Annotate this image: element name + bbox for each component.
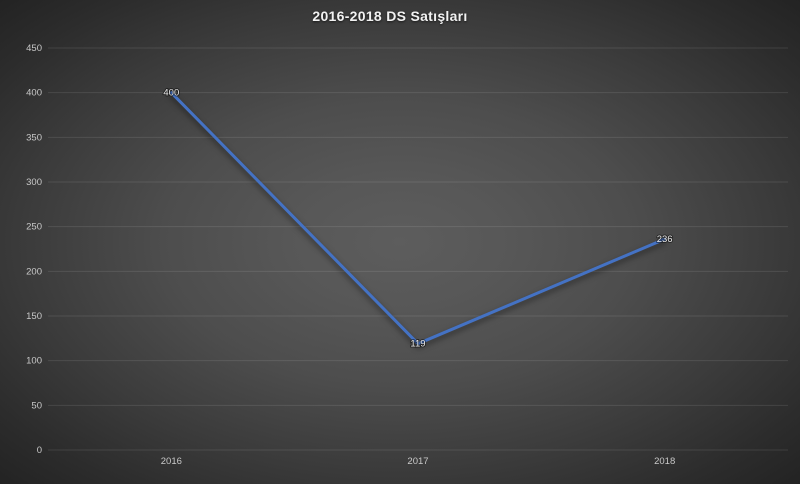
y-axis-tick-label: 150 (26, 311, 42, 322)
y-axis-tick-label: 350 (26, 132, 42, 143)
y-axis-tick-label: 250 (26, 222, 42, 233)
series-line (169, 91, 667, 346)
x-axis-tick-label: 2018 (654, 456, 675, 467)
data-point-label: 400 (163, 88, 179, 99)
y-axis-tick-label: 450 (26, 43, 42, 54)
chart-title: 2016-2018 DS Satışları (312, 8, 468, 24)
y-axis-tick-label: 50 (31, 400, 42, 411)
data-point-label: 119 (410, 339, 425, 350)
x-axis-tick-label: 2017 (407, 456, 428, 467)
y-axis-tick-label: 0 (37, 445, 42, 456)
data-point-label: 236 (657, 234, 673, 245)
y-axis-tick-label: 200 (26, 266, 42, 277)
y-axis-tick-label: 300 (26, 177, 42, 188)
y-axis-tick-label: 100 (26, 356, 42, 367)
y-axis-tick-label: 400 (26, 88, 42, 99)
x-axis-tick-label: 2016 (161, 456, 182, 467)
